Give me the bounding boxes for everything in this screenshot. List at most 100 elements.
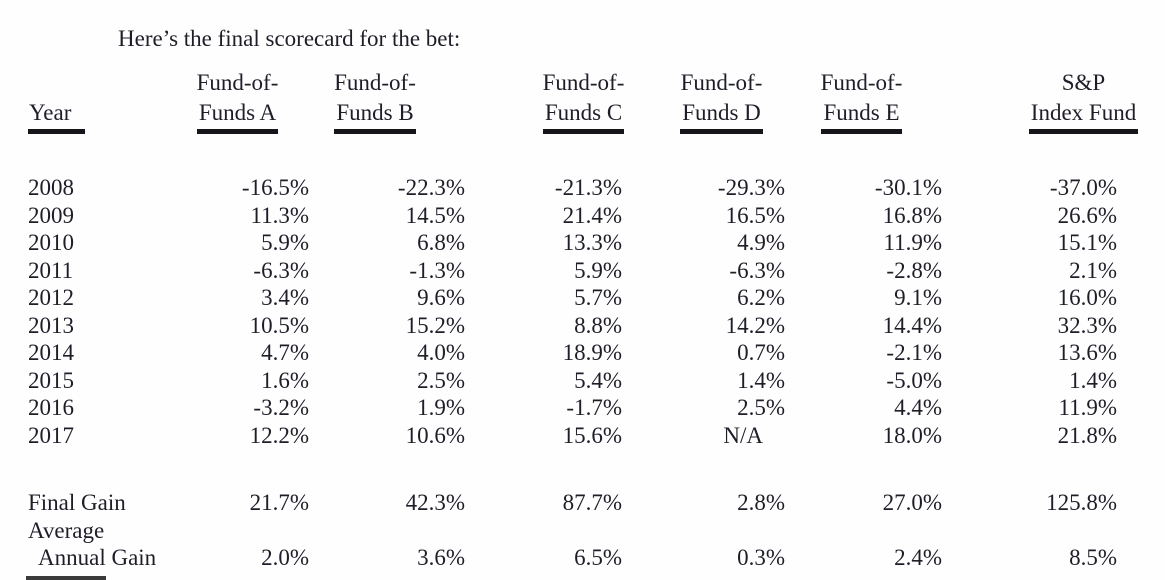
header-line2: Funds D xyxy=(680,98,763,134)
value-cell: 87.7% xyxy=(562,490,622,515)
header-row: Year Fund-of- Funds A Fund-of- Funds B xyxy=(28,68,1139,134)
header-line2: Funds E xyxy=(821,98,902,134)
row-label: 2013 xyxy=(28,312,74,338)
row-label: 2016 xyxy=(28,395,74,420)
value-cell: 5.4% xyxy=(574,367,622,393)
value-cell: 4.9% xyxy=(737,230,785,255)
spacer-section xyxy=(28,449,1129,489)
value-cell: 16.0% xyxy=(1057,285,1117,310)
value-cell: 1.4% xyxy=(737,367,785,393)
value-cell: -16.5% xyxy=(241,175,309,200)
value-cell: 9.6% xyxy=(417,285,465,310)
header-line1: Fund-of- xyxy=(334,70,416,95)
value-cell: 5.7% xyxy=(574,285,622,310)
table-row: Final Gain 21.7% 42.3% 87.7% 2.8% 27.0% 125.8% xyxy=(28,489,1129,517)
value-cell: 2.8% xyxy=(737,490,785,515)
value-cell: 15.2% xyxy=(405,312,465,338)
page-title: Here’s the final scorecard for the bet: xyxy=(118,26,461,51)
value-cell: 21.7% xyxy=(249,490,309,515)
value-cell: N/A xyxy=(723,422,763,448)
value-cell: 4.4% xyxy=(894,395,942,420)
table-row: 2016 -3.2% 1.9% -1.7% 2.5% 4.4% 11.9% xyxy=(28,394,1129,422)
row-label: Final Gain xyxy=(28,490,126,515)
column-header-fund-a: Fund-of- Funds A xyxy=(178,68,321,134)
value-cell: 21.8% xyxy=(1057,422,1117,448)
value-cell: 21.4% xyxy=(562,202,622,228)
value-cell: 1.9% xyxy=(417,395,465,420)
value-cell: 4.0% xyxy=(417,340,465,365)
table-row: 2008 -16.5% -22.3% -21.3% -29.3% -30.1% -37.0% xyxy=(28,174,1129,202)
header-line1: Fund-of- xyxy=(820,70,903,95)
value-cell: 16.8% xyxy=(882,202,942,228)
value-cell xyxy=(797,517,954,545)
header-line2: Funds A xyxy=(196,98,279,134)
table-row: 2011 -6.3% -1.3% 5.9% -6.3% -2.8% 2.1% xyxy=(28,257,1129,285)
row-label: 2017 xyxy=(28,422,74,448)
column-header-fund-b: Fund-of- Funds B xyxy=(321,68,477,134)
value-cell: 13.6% xyxy=(1057,340,1117,365)
value-cell: -21.3% xyxy=(554,175,622,200)
year-rows: 2008 -16.5% -22.3% -21.3% -29.3% -30.1% -37.0%… xyxy=(28,174,1129,449)
value-cell xyxy=(477,517,634,545)
header-line2: Index Fund xyxy=(1028,98,1139,134)
row-label: 2010 xyxy=(28,230,74,255)
summary-rows: Final Gain 21.7% 42.3% 87.7% 2.8% 27.0% 125.8%… xyxy=(28,489,1129,572)
value-cell: 0.3% xyxy=(737,545,785,570)
value-cell: 10.5% xyxy=(249,312,309,338)
value-cell: 14.2% xyxy=(725,312,785,338)
value-cell: 13.3% xyxy=(562,230,622,255)
table-row: 2014 4.7% 4.0% 18.9% 0.7% -2.1% 13.6% xyxy=(28,339,1129,367)
value-cell: 9.1% xyxy=(894,285,942,310)
column-header-sp-index: S&P Index Fund xyxy=(954,68,1139,134)
row-label: 2015 xyxy=(28,367,74,393)
value-cell: -2.1% xyxy=(886,340,942,365)
row-label: 2008 xyxy=(28,175,74,200)
value-cell: 11.3% xyxy=(250,202,309,228)
column-header-fund-c: Fund-of- Funds C xyxy=(477,68,634,134)
value-cell: 18.9% xyxy=(562,340,622,365)
row-label: 2009 xyxy=(28,202,74,228)
table-row: 2015 1.6% 2.5% 5.4% 1.4% -5.0% 1.4% xyxy=(28,367,1129,395)
value-cell: 16.5% xyxy=(725,202,785,228)
value-cell: 10.6% xyxy=(405,422,465,448)
header-line1: Fund-of- xyxy=(196,70,279,95)
value-cell: 6.8% xyxy=(417,230,465,255)
row-label: 2014 xyxy=(28,340,74,365)
header-line1: Fund-of- xyxy=(680,70,763,95)
value-cell: 42.3% xyxy=(405,490,465,515)
value-cell: 2.1% xyxy=(1069,257,1117,283)
value-cell: 32.3% xyxy=(1057,312,1117,338)
value-cell: 1.6% xyxy=(261,367,309,393)
value-cell: 2.5% xyxy=(737,395,785,420)
value-cell: -30.1% xyxy=(874,175,942,200)
value-cell: 15.6% xyxy=(562,422,622,448)
header-line2: Funds B xyxy=(334,98,416,134)
value-cell: -6.3% xyxy=(253,257,309,283)
table-row: 2012 3.4% 9.6% 5.7% 6.2% 9.1% 16.0% xyxy=(28,284,1129,312)
table-row: 2009 11.3% 14.5% 21.4% 16.5% 16.8% 26.6% xyxy=(28,202,1129,230)
table-row: Annual Gain 2.0% 3.6% 6.5% 0.3% 2.4% 8.5% xyxy=(28,544,1129,572)
column-header-year: Year xyxy=(28,68,178,134)
value-cell xyxy=(634,517,797,545)
row-label: 2012 xyxy=(28,285,74,310)
value-cell: 8.8% xyxy=(574,312,622,338)
value-cell: 5.9% xyxy=(261,230,309,255)
value-cell: 11.9% xyxy=(1058,395,1117,420)
column-header-fund-e: Fund-of- Funds E xyxy=(797,68,954,134)
value-cell: 12.2% xyxy=(249,422,309,448)
row-label: Average xyxy=(28,517,105,543)
spacer xyxy=(28,449,1129,489)
value-cell: 1.4% xyxy=(1069,367,1117,393)
value-cell: 2.4% xyxy=(894,545,942,570)
header-line1: Fund-of- xyxy=(542,70,625,95)
value-cell: 26.6% xyxy=(1057,202,1117,228)
value-cell: 14.4% xyxy=(882,312,942,338)
value-cell: -5.0% xyxy=(886,367,942,393)
value-cell: 6.2% xyxy=(737,285,785,310)
value-cell: -2.8% xyxy=(886,257,942,283)
table-header: Year Fund-of- Funds A Fund-of- Funds B xyxy=(28,68,1139,174)
row-label: 2011 xyxy=(28,257,74,283)
value-cell: 8.5% xyxy=(1069,545,1117,570)
table-row: 2017 12.2% 10.6% 15.6% N/A 18.0% 21.8% xyxy=(28,422,1129,450)
value-cell: 3.6% xyxy=(417,545,465,570)
